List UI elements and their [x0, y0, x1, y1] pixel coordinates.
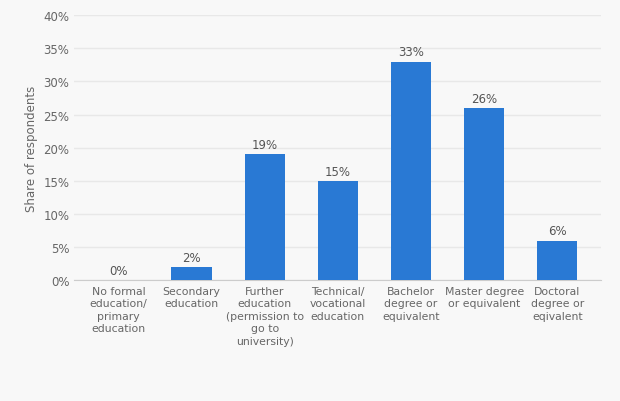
- Text: 6%: 6%: [548, 225, 567, 238]
- Bar: [537, 241, 577, 281]
- Text: 33%: 33%: [398, 46, 424, 59]
- Bar: [464, 109, 504, 281]
- Y-axis label: Share of respondents: Share of respondents: [25, 85, 38, 211]
- Bar: [318, 181, 358, 281]
- Text: 0%: 0%: [109, 264, 128, 277]
- Bar: [245, 155, 285, 281]
- Text: 19%: 19%: [252, 139, 278, 152]
- Bar: [172, 267, 211, 281]
- Text: 26%: 26%: [471, 92, 497, 105]
- Bar: [391, 62, 431, 281]
- Text: 15%: 15%: [325, 165, 351, 178]
- Text: 2%: 2%: [182, 251, 201, 264]
